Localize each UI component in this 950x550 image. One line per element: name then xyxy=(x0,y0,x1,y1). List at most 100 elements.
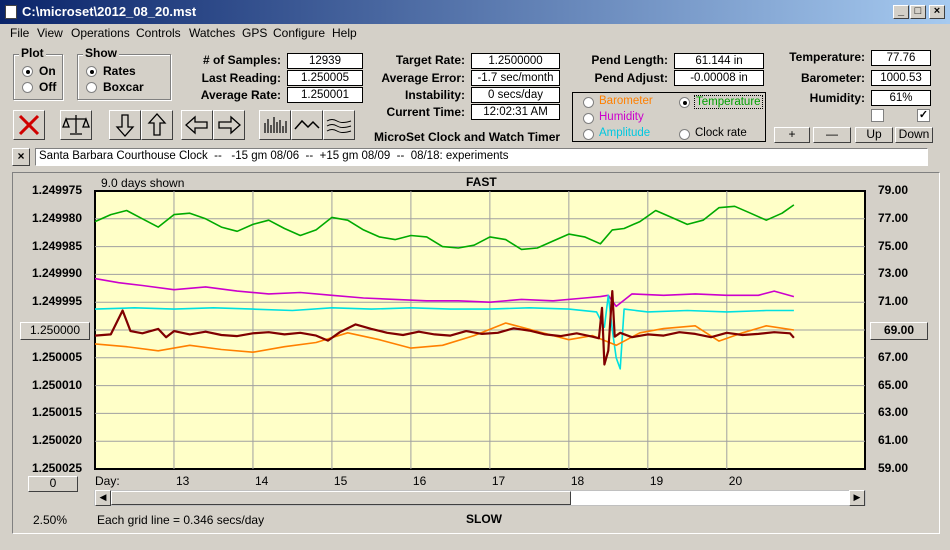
x-tick-label: 18 xyxy=(570,474,585,488)
center-right-button[interactable]: 69.00 xyxy=(870,322,928,340)
amplitude-label: Amplitude xyxy=(599,127,651,139)
show-group-title: Show xyxy=(83,46,119,60)
last-reading-field: 1.250005 xyxy=(287,70,363,86)
right-tick-label: 71.00 xyxy=(877,294,908,309)
target-rate-label: Target Rate: xyxy=(395,53,465,67)
clock-rate-radio[interactable] xyxy=(679,129,690,140)
slow-label: SLOW xyxy=(466,512,502,526)
last-reading-label: Last Reading: xyxy=(201,71,281,85)
x-tick-label: 13 xyxy=(175,474,190,488)
offset-button[interactable]: 0 xyxy=(28,476,78,492)
left-tick-label: 1.249975 xyxy=(31,183,82,197)
arrow-down-icon xyxy=(115,114,135,137)
barometer-radio[interactable] xyxy=(583,97,594,108)
window-title: C:\microset\2012_08_20.mst xyxy=(22,4,197,19)
show-boxcar-radio[interactable] xyxy=(86,82,97,93)
maximize-button[interactable]: □ xyxy=(910,5,926,19)
left-tick-label: 1.250010 xyxy=(31,377,82,392)
temperature-env-field: 77.76 xyxy=(871,50,931,66)
wave-view-button[interactable] xyxy=(323,110,355,140)
right-tick-label: 65.00 xyxy=(877,377,908,392)
average-rate-field: 1.250001 xyxy=(287,87,363,103)
plot-off-label: Off xyxy=(39,80,57,94)
right-tick-label: 79.00 xyxy=(877,183,908,197)
plot-off-radio[interactable] xyxy=(22,82,33,93)
right-tick-label: 77.00 xyxy=(877,210,908,225)
left-tick-label: 1.250015 xyxy=(31,405,82,420)
balance-scale-icon xyxy=(62,115,90,135)
chart-panel xyxy=(12,172,940,534)
series-amplitude xyxy=(94,294,794,370)
temperature-label: Temperature xyxy=(694,95,763,109)
down-button[interactable]: Down xyxy=(895,127,933,143)
series-temperature xyxy=(94,204,795,251)
up-button[interactable]: Up xyxy=(855,127,893,143)
minus-button[interactable]: — xyxy=(813,127,851,143)
barometer-label: Barometer xyxy=(599,95,653,107)
right-tick-label: 63.00 xyxy=(877,405,908,420)
instability-label: Instability: xyxy=(404,88,465,102)
scroll-left-button[interactable]: ◀ xyxy=(95,490,111,506)
notes-field[interactable]: Santa Barbara Courthouse Clock -- -15 gm… xyxy=(35,148,928,166)
rate-chart[interactable] xyxy=(94,190,866,470)
humidity-radio[interactable] xyxy=(583,113,594,124)
grid-note-label: Each grid line = 0.346 secs/day xyxy=(97,513,265,527)
menu-configure[interactable]: Configure xyxy=(273,26,326,40)
left-arrow-button[interactable] xyxy=(181,110,213,140)
stop-x-icon xyxy=(18,114,40,136)
option-checkbox-2[interactable]: ✓ xyxy=(917,109,930,122)
stop-button[interactable] xyxy=(13,110,45,140)
plus-button[interactable]: + xyxy=(774,127,810,143)
line-graph-icon xyxy=(294,119,320,130)
bars-view-button[interactable] xyxy=(259,110,291,140)
show-group xyxy=(77,54,171,100)
center-rate-button[interactable]: 1.250000 xyxy=(20,322,90,340)
bar-graph-icon xyxy=(264,117,287,133)
fast-label: FAST xyxy=(466,175,497,189)
average-error-field: -1.7 sec/month xyxy=(471,70,560,86)
samples-field: 12939 xyxy=(287,53,363,69)
down-arrow-button[interactable] xyxy=(109,110,141,140)
amplitude-radio[interactable] xyxy=(583,129,594,140)
pend-adjust-label: Pend Adjust: xyxy=(594,71,668,85)
menu-help[interactable]: Help xyxy=(332,26,357,40)
balance-button[interactable] xyxy=(60,110,92,140)
close-window-button[interactable]: × xyxy=(929,5,945,19)
samples-label: # of Samples: xyxy=(202,53,281,67)
menu-gps[interactable]: GPS xyxy=(242,26,268,40)
menu-operations[interactable]: Operations xyxy=(71,26,130,40)
left-tick-label: 1.250005 xyxy=(31,349,82,364)
menu-controls[interactable]: Controls xyxy=(136,26,181,40)
option-checkbox-1[interactable] xyxy=(871,109,884,122)
zoom-label: 2.50% xyxy=(33,513,68,527)
menu-watches[interactable]: Watches xyxy=(189,26,236,40)
right-arrow-button[interactable] xyxy=(213,110,245,140)
minimize-button[interactable]: _ xyxy=(893,5,909,19)
pend-length-field[interactable]: 61.144 in xyxy=(674,53,764,69)
series-humidity xyxy=(94,277,795,308)
scroll-right-button[interactable]: ▶ xyxy=(849,490,865,506)
barometer-env-label: Barometer: xyxy=(800,71,865,85)
menu-bar: File View Operations Controls Watches GP… xyxy=(0,24,950,43)
current-time-label: Current Time: xyxy=(386,105,465,119)
right-tick-label: 59.00 xyxy=(877,461,908,475)
line-view-button[interactable] xyxy=(291,110,323,140)
horizontal-scrollbar[interactable]: ◀ ▶ xyxy=(94,490,866,506)
title-bar: C:\microset\2012_08_20.mst _ □ × xyxy=(0,0,950,24)
up-arrow-button[interactable] xyxy=(141,110,173,140)
show-rates-label: Rates xyxy=(103,64,136,78)
target-rate-field[interactable]: 1.2500000 xyxy=(471,53,560,69)
clear-notes-button[interactable]: × xyxy=(12,148,30,166)
channel-selector xyxy=(572,92,766,142)
right-tick-label: 73.00 xyxy=(877,266,908,281)
menu-view[interactable]: View xyxy=(37,26,63,40)
scroll-track[interactable] xyxy=(571,491,849,505)
x-tick-label: 19 xyxy=(649,474,664,488)
x-tick-label: 15 xyxy=(333,474,348,488)
scroll-thumb[interactable] xyxy=(111,491,571,505)
temperature-radio[interactable] xyxy=(679,97,690,108)
menu-file[interactable]: File xyxy=(10,26,30,40)
show-rates-radio[interactable] xyxy=(86,66,97,77)
plot-on-radio[interactable] xyxy=(22,66,33,77)
pend-adjust-field: -0.00008 in xyxy=(674,70,764,86)
